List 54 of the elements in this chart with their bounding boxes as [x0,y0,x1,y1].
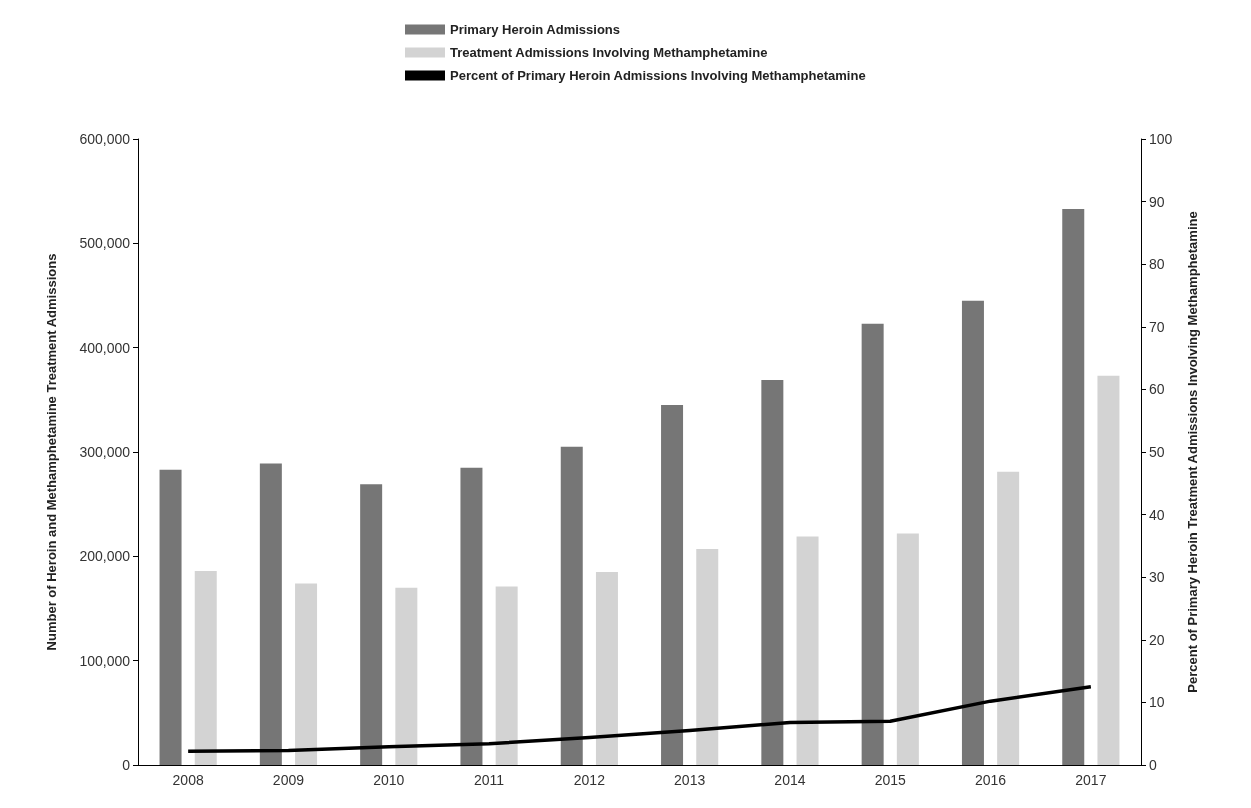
bar [997,471,1020,765]
y-tick-label: 600,000 [79,131,131,147]
bar [661,405,684,765]
y2-tick-label: 80 [1149,256,1165,273]
bar [259,463,282,765]
y-tick-label: 300,000 [79,444,131,460]
y-tick-label: 100,000 [79,652,131,669]
x-tick-label: 2017 [1075,772,1107,788]
y-tick-label: 400,000 [79,339,131,356]
x-tick-label: 2015 [874,772,907,788]
y2-tick-label: 10 [1149,694,1165,711]
bar [395,587,418,765]
legend-label: Primary Heroin Admissions [450,22,621,37]
bar [861,323,884,765]
y2-tick-label: 60 [1149,381,1165,398]
bar [1062,208,1085,765]
bar [896,533,919,765]
bar [560,446,583,765]
x-tick-label: 2009 [272,772,305,788]
bar [495,586,518,765]
bar [1097,375,1120,765]
y2-tick-label: 40 [1149,506,1165,523]
x-tick-label: 2011 [474,772,505,788]
bar [761,380,784,765]
y2-tick-label: 20 [1149,631,1165,648]
legend-label: Percent of Primary Heroin Admissions Involving Methamphetamine [450,68,866,83]
y-tick-label: 200,000 [79,548,131,565]
bar [194,570,217,765]
y2-tick-label: 30 [1149,569,1165,586]
x-tick-label: 2008 [172,772,204,788]
y2-tick-label: 100 [1149,131,1173,147]
bar [696,549,719,765]
y-tick-label: 0 [122,757,131,773]
y2-axis-title: Percent of Primary Heroin Treatment Admissions Involving Methamphetamine [1185,211,1200,693]
y-tick-label: 500,000 [79,235,131,252]
y2-tick-label: 70 [1149,318,1165,335]
y2-tick-label: 90 [1149,193,1165,210]
bar [159,469,182,765]
bar [961,300,984,765]
legend-label: Treatment Admissions Involving Methamphetamine [450,45,768,60]
line-series [186,685,1093,753]
y2-tick-label: 0 [1149,757,1157,773]
y-axis-title: Number of Heroin and Methamphetamine Treatment Admissions [44,253,59,651]
bar [460,467,483,765]
y2-tick-label: 50 [1149,444,1165,460]
x-tick-label: 2016 [974,772,1007,788]
bar [360,484,383,765]
x-tick-label: 2014 [774,772,806,788]
x-tick-label: 2013 [674,772,706,788]
x-tick-label: 2012 [573,772,606,788]
x-tick-label: 2010 [373,772,405,788]
bar [595,571,618,765]
bar [796,536,819,765]
bar [295,583,318,765]
